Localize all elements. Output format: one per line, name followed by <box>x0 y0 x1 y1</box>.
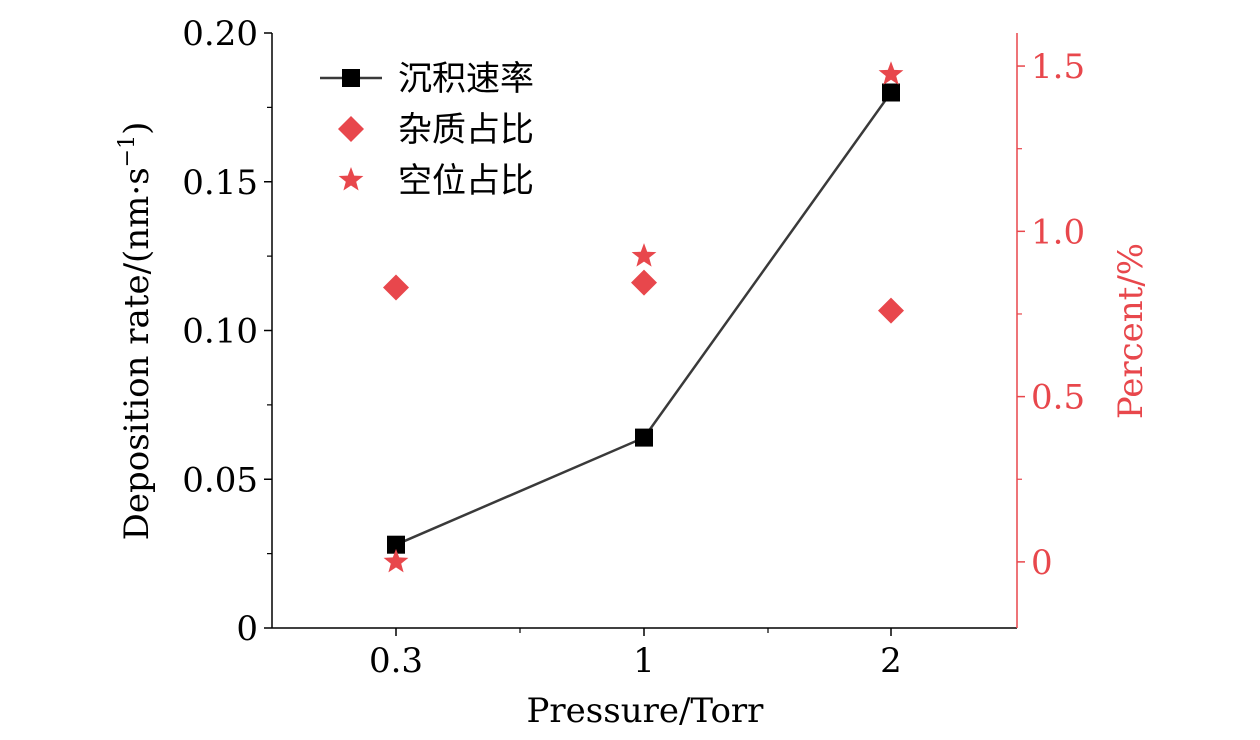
x-axis-tick-label: 1 <box>633 641 655 681</box>
left-axis-tick-label: 0.05 <box>182 460 258 500</box>
left-axis-title: Deposition rate/(nm·s−1) <box>115 122 157 541</box>
series-0-point-0 <box>387 535 405 554</box>
series-0-point-1 <box>635 428 653 447</box>
series-2-point-0 <box>383 548 409 573</box>
series-2-point-2 <box>878 61 904 85</box>
x-axis-tick-label: 0.3 <box>369 641 423 681</box>
right-axis-tick-label: 1.5 <box>1031 47 1085 87</box>
legend-label-0: 沉积速率 <box>398 59 534 99</box>
legend-label-1: 杂质占比 <box>398 110 534 150</box>
x-axis-title: Pressure/Torr <box>527 691 765 731</box>
x-axis-tick-label: 2 <box>880 641 902 681</box>
left-axis-tick-label: 0.10 <box>182 312 258 352</box>
right-axis-tick-label: 0.5 <box>1031 378 1085 418</box>
series-0-point-2 <box>882 83 900 102</box>
series-1-point-0 <box>383 274 409 301</box>
series-layer <box>383 61 904 573</box>
left-axis-tick-label: 0 <box>236 609 258 649</box>
legend-marker-0 <box>342 69 360 87</box>
left-axis-tick-label: 0.20 <box>182 14 258 54</box>
axes <box>271 33 1018 629</box>
legend-marker-2 <box>338 167 364 191</box>
right-axis-tick-label: 0 <box>1031 543 1053 583</box>
right-axis-title: Percent/% <box>1111 243 1151 419</box>
series-1-point-2 <box>878 297 904 324</box>
right-axis-tick-label: 1.0 <box>1031 212 1085 252</box>
legend-label-2: 空位占比 <box>398 161 534 201</box>
legend-marker-1 <box>338 116 364 142</box>
left-axis-tick-label: 0.15 <box>182 163 258 203</box>
series-1-point-1 <box>631 269 657 296</box>
series-2-point-1 <box>631 243 657 267</box>
axis-ticks: 0 0.05 0.10 0.15 0.20 0 0.5 1.0 1.5 0.3 1 2 <box>182 14 1085 681</box>
